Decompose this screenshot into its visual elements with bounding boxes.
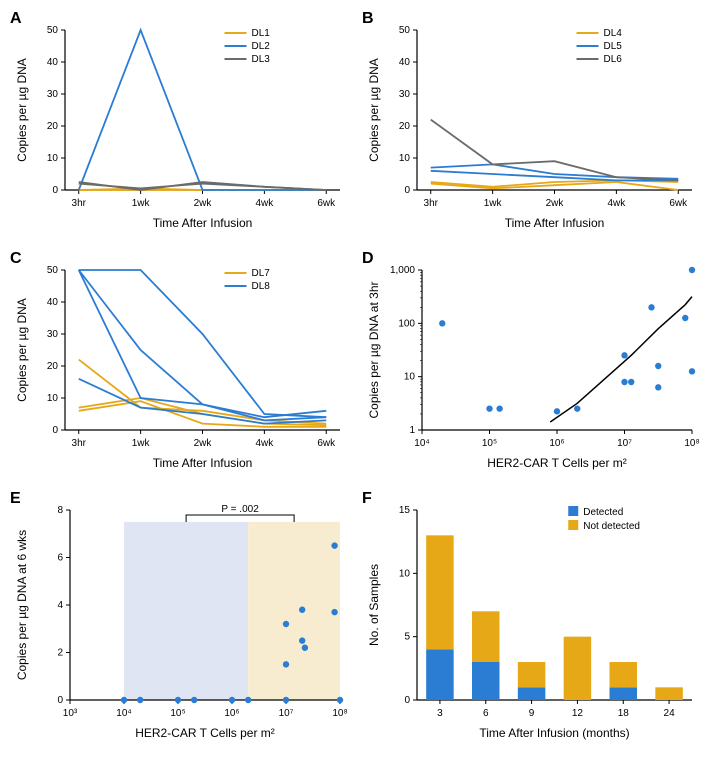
svg-text:40: 40 [47, 57, 59, 68]
svg-text:10: 10 [399, 568, 411, 579]
panel-label-b: B [362, 10, 374, 28]
svg-text:DL1: DL1 [252, 28, 271, 39]
svg-text:0: 0 [404, 185, 410, 196]
svg-text:12: 12 [572, 708, 584, 719]
panel-c: C 0 10 20 30 40 50 3hr 1wk 2wk 4wk 6wk Time After I… [10, 250, 352, 480]
svg-text:1wk: 1wk [132, 198, 151, 209]
svg-text:2wk: 2wk [194, 438, 213, 449]
svg-text:1wk: 1wk [132, 438, 151, 449]
svg-text:20: 20 [399, 121, 411, 132]
svg-text:Time After Infusion: Time After Infusion [153, 216, 253, 230]
svg-text:3: 3 [437, 708, 443, 719]
panel-label-a: A [10, 10, 22, 28]
svg-text:6wk: 6wk [317, 438, 336, 449]
svg-text:1: 1 [409, 425, 415, 436]
panel-e: E 10³ 10⁴ 10⁵ 10⁶ 10⁷ 10⁸ 0 2 4 6 8 HER2-CAR T Cell… [10, 490, 352, 750]
svg-text:P = .002: P = .002 [221, 504, 259, 515]
svg-text:50: 50 [47, 25, 59, 36]
svg-text:1,000: 1,000 [390, 265, 415, 276]
svg-text:Time After Infusion: Time After Infusion [153, 456, 253, 470]
svg-text:6: 6 [483, 708, 489, 719]
svg-text:0: 0 [404, 695, 410, 706]
svg-text:3hr: 3hr [72, 438, 87, 449]
svg-text:10⁶: 10⁶ [224, 708, 239, 719]
panel-label-f: F [362, 490, 372, 508]
svg-text:100: 100 [398, 318, 415, 329]
svg-text:10: 10 [47, 393, 59, 404]
svg-text:DL2: DL2 [252, 41, 271, 52]
svg-text:Copies per µg DNA at 6 wks: Copies per µg DNA at 6 wks [15, 530, 29, 680]
svg-text:DL8: DL8 [252, 281, 271, 292]
svg-text:10⁷: 10⁷ [279, 708, 294, 719]
svg-text:4wk: 4wk [255, 198, 274, 209]
svg-text:10⁸: 10⁸ [684, 438, 699, 449]
svg-text:24: 24 [664, 708, 676, 719]
svg-text:Not detected: Not detected [583, 521, 640, 532]
svg-text:20: 20 [47, 121, 59, 132]
svg-text:4: 4 [57, 600, 63, 611]
svg-text:HER2-CAR T Cells per m²: HER2-CAR T Cells per m² [135, 726, 275, 740]
svg-text:4wk: 4wk [255, 438, 274, 449]
svg-text:30: 30 [399, 89, 411, 100]
svg-text:10⁴: 10⁴ [116, 708, 131, 719]
svg-text:1wk: 1wk [484, 198, 503, 209]
figure-grid: A 010203040503hr1wk2wk4wk6wkTime After I… [10, 10, 704, 750]
svg-text:2wk: 2wk [194, 198, 213, 209]
svg-text:50: 50 [399, 25, 411, 36]
svg-text:0: 0 [57, 695, 63, 706]
svg-text:10: 10 [47, 153, 59, 164]
svg-text:4wk: 4wk [607, 198, 626, 209]
svg-text:3hr: 3hr [424, 198, 439, 209]
svg-text:0: 0 [52, 185, 58, 196]
svg-text:0: 0 [52, 425, 58, 436]
svg-text:HER2-CAR T Cells per m²: HER2-CAR T Cells per m² [487, 456, 627, 470]
svg-text:Copies per µg DNA at 3hr: Copies per µg DNA at 3hr [367, 282, 381, 419]
svg-text:6wk: 6wk [669, 198, 688, 209]
svg-text:30: 30 [47, 89, 59, 100]
svg-text:40: 40 [399, 57, 411, 68]
svg-text:DL3: DL3 [252, 54, 271, 65]
svg-text:10⁷: 10⁷ [617, 438, 632, 449]
svg-text:6: 6 [57, 553, 63, 564]
svg-text:DL4: DL4 [604, 28, 623, 39]
svg-text:Copies per µg DNA: Copies per µg DNA [15, 298, 29, 402]
panel-label-e: E [10, 490, 21, 508]
svg-text:8: 8 [57, 505, 63, 516]
svg-text:Copies per µg DNA: Copies per µg DNA [367, 58, 381, 162]
svg-text:10: 10 [399, 153, 411, 164]
svg-text:DL6: DL6 [604, 54, 623, 65]
svg-text:30: 30 [47, 329, 59, 340]
svg-text:Time After Infusion: Time After Infusion [505, 216, 605, 230]
svg-text:18: 18 [618, 708, 630, 719]
svg-text:10⁸: 10⁸ [332, 708, 347, 719]
svg-text:10: 10 [404, 372, 416, 383]
svg-text:DL7: DL7 [252, 268, 271, 279]
svg-text:5: 5 [404, 632, 410, 643]
svg-text:10⁶: 10⁶ [549, 438, 564, 449]
svg-text:Time After Infusion (months): Time After Infusion (months) [479, 726, 629, 740]
svg-text:Copies per µg DNA: Copies per µg DNA [15, 58, 29, 162]
svg-text:10³: 10³ [63, 708, 78, 719]
svg-text:2wk: 2wk [546, 198, 565, 209]
panel-label-c: C [10, 250, 22, 268]
svg-text:20: 20 [47, 361, 59, 372]
svg-text:10⁵: 10⁵ [170, 708, 185, 719]
svg-text:6wk: 6wk [317, 198, 336, 209]
svg-text:15: 15 [399, 505, 411, 516]
svg-text:DL5: DL5 [604, 41, 623, 52]
panel-a: A 0 10 20 30 40 50 3hr 1wk 2wk 4wk 6wk Time After I… [10, 10, 352, 240]
svg-text:2: 2 [57, 648, 63, 659]
svg-text:10⁵: 10⁵ [482, 438, 497, 449]
svg-text:No. of Samples: No. of Samples [367, 564, 381, 646]
panel-f: F 0 5 10 15 3 6 9 12 18 24 Time After Infusion (mo… [362, 490, 704, 750]
svg-text:3hr: 3hr [72, 198, 87, 209]
panel-label-d: D [362, 250, 374, 268]
panel-b: B 0 10 20 30 40 50 3hr 1wk 2wk 4wk 6wk Time After I… [362, 10, 704, 240]
svg-text:40: 40 [47, 297, 59, 308]
svg-text:9: 9 [529, 708, 535, 719]
svg-text:10⁴: 10⁴ [414, 438, 429, 449]
svg-text:50: 50 [47, 265, 59, 276]
svg-text:Detected: Detected [583, 507, 623, 518]
panel-d: D 10⁴ 10⁵ 10⁶ 10⁷ 10⁸ 1 10 100 1,000 HER2-CAR T C… [362, 250, 704, 480]
